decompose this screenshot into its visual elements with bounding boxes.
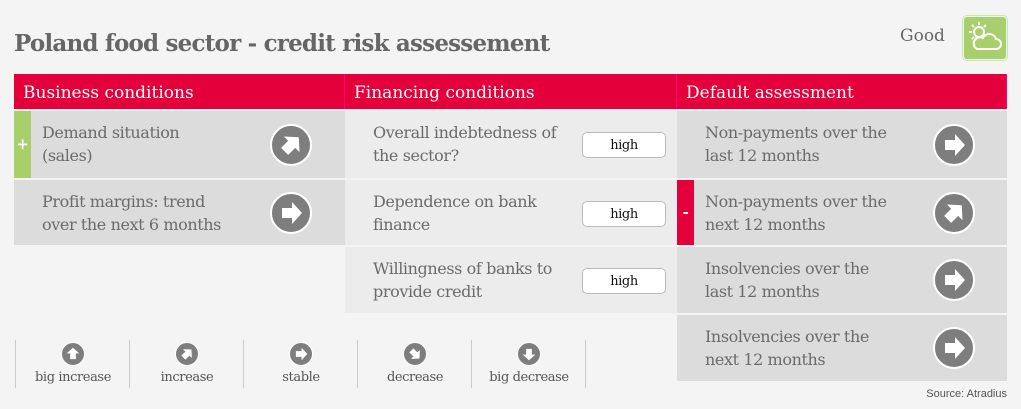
assessment-row: Willingness of banks to provide credit hi… bbox=[345, 247, 677, 313]
assessment-row: Insolvencies over the next 12 months bbox=[677, 315, 1007, 381]
arrow-increase-icon bbox=[270, 123, 312, 166]
assessment-row: - Non-payments over the next 12 months bbox=[677, 180, 1007, 245]
row-label: Non-payments over the next 12 months bbox=[705, 192, 887, 234]
value-badge: high bbox=[582, 132, 666, 158]
source-note: Source: Atradius bbox=[926, 388, 1007, 400]
legend-item: increase bbox=[129, 340, 244, 388]
row-label: Demand situation (sales) bbox=[42, 123, 180, 165]
sun-cloud-icon bbox=[963, 16, 1007, 60]
arrow-increase-icon bbox=[175, 342, 199, 366]
row-label: Overall indebtedness of the sector? bbox=[373, 123, 557, 165]
column-header: Default assessment bbox=[677, 74, 1007, 109]
arrow-stable-icon bbox=[270, 191, 312, 234]
legend-item: big decrease bbox=[471, 340, 586, 388]
arrow-big-increase-icon bbox=[61, 342, 85, 366]
arrow-increase-icon bbox=[933, 191, 975, 234]
arrow-big-decrease-icon bbox=[517, 342, 541, 366]
assessment-row: Insolvencies over the last 12 months bbox=[677, 247, 1007, 313]
arrow-stable-icon bbox=[933, 259, 975, 301]
page-title: Poland food sector - credit risk assesse… bbox=[14, 30, 550, 57]
legend-label: increase bbox=[160, 370, 214, 385]
legend-label: decrease bbox=[386, 370, 444, 385]
value-badge: high bbox=[582, 201, 666, 227]
legend-label: stable bbox=[282, 370, 320, 385]
legend-item: decrease bbox=[357, 340, 472, 388]
legend-label: big increase bbox=[35, 370, 111, 385]
legend-label: big decrease bbox=[489, 370, 569, 385]
row-label: Insolvencies over the next 12 months bbox=[705, 327, 869, 369]
value-badge: high bbox=[582, 268, 666, 294]
legend-item: stable bbox=[243, 340, 358, 388]
assessment-row: Profit margins: trend over the next 6 mo… bbox=[14, 180, 345, 245]
row-label: Non-payments over the last 12 months bbox=[705, 123, 887, 165]
negative-marker: - bbox=[677, 180, 694, 245]
assessment-row: Dependence on bank finance high bbox=[345, 180, 677, 245]
legend-item: big increase bbox=[15, 340, 130, 388]
arrow-stable-icon bbox=[933, 327, 975, 369]
positive-marker: + bbox=[14, 111, 31, 178]
column-header: Business conditions bbox=[14, 74, 345, 109]
arrow-stable-icon bbox=[289, 342, 313, 366]
rating-label: Good bbox=[900, 26, 945, 46]
assessment-row: Non-payments over the last 12 months bbox=[677, 111, 1007, 178]
row-label: Profit margins: trend over the next 6 mo… bbox=[42, 192, 221, 234]
assessment-row: Overall indebtedness of the sector? high bbox=[345, 111, 677, 178]
assessment-row: + Demand situation (sales) bbox=[14, 111, 345, 178]
row-label: Dependence on bank finance bbox=[373, 192, 537, 234]
column-header: Financing conditions bbox=[345, 74, 677, 109]
row-label: Insolvencies over the last 12 months bbox=[705, 259, 869, 301]
row-label: Willingness of banks to provide credit bbox=[373, 259, 553, 301]
arrow-decrease-icon bbox=[403, 342, 427, 366]
arrow-stable-icon bbox=[933, 123, 975, 166]
